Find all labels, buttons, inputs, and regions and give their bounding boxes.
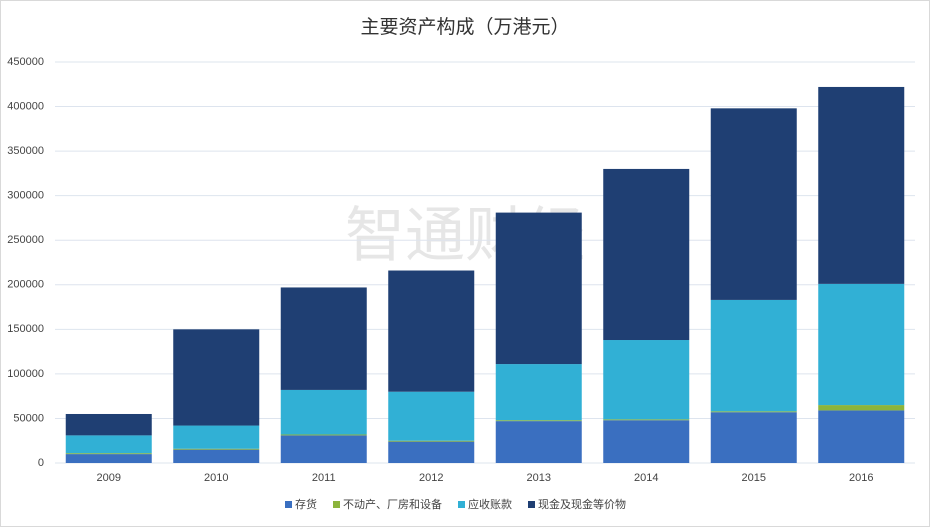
- bar-segment: [710, 299, 797, 412]
- bar-segment: [710, 412, 797, 463]
- bar-segment: [603, 168, 690, 341]
- y-tick-label: 350000: [7, 145, 44, 157]
- chart-title: 主要资产构成（万港元）: [360, 16, 569, 38]
- bar-segment: [173, 425, 260, 449]
- x-tick-label: 2015: [742, 472, 766, 484]
- y-tick-label: 400000: [7, 100, 44, 112]
- bar-segment: [603, 419, 690, 421]
- bar-segment: [710, 411, 797, 413]
- x-tick-label: 2010: [204, 472, 228, 484]
- bar-segment: [65, 435, 152, 454]
- bar-segment: [388, 440, 475, 442]
- y-tick-label: 100000: [7, 368, 44, 380]
- bar-segment: [603, 340, 690, 420]
- bar-segment: [710, 108, 797, 300]
- x-tick-label: 2012: [419, 472, 443, 484]
- x-tick-label: 2016: [849, 472, 873, 484]
- bar-segment: [818, 410, 905, 463]
- bar-segment: [818, 86, 905, 284]
- y-tick-label: 150000: [7, 323, 44, 335]
- bar-segment: [173, 329, 260, 426]
- legend-swatch: [333, 501, 340, 508]
- legend-swatch: [458, 501, 465, 508]
- legend-label: 存货: [295, 497, 317, 511]
- bar-segment: [388, 441, 475, 463]
- bar-segment: [280, 389, 367, 435]
- legend-label: 现金及现金等价物: [538, 497, 626, 511]
- bar-segment: [495, 212, 582, 365]
- bar-segment: [173, 448, 260, 450]
- bar-segment: [388, 270, 475, 392]
- bar-segment: [65, 453, 152, 455]
- y-tick-label: 0: [38, 457, 44, 469]
- bar-segment: [495, 420, 582, 422]
- bar-segment: [818, 283, 905, 406]
- bar-segment: [495, 364, 582, 421]
- bar-segment: [603, 420, 690, 463]
- legend-label: 应收账款: [468, 497, 512, 511]
- bar-segment: [495, 421, 582, 463]
- y-tick-label: 300000: [7, 190, 44, 202]
- bar-segment: [280, 287, 367, 390]
- bar-segment: [280, 435, 367, 463]
- x-tick-label: 2011: [312, 472, 336, 484]
- legend-label: 不动产、厂房和设备: [343, 497, 442, 511]
- x-tick-label: 2009: [97, 472, 121, 484]
- bar-segment: [173, 449, 260, 463]
- y-tick-label: 250000: [7, 234, 44, 246]
- y-tick-label: 450000: [7, 56, 44, 68]
- y-tick-label: 200000: [7, 279, 44, 291]
- bar-segment: [280, 434, 367, 436]
- legend-swatch: [528, 501, 535, 508]
- x-tick-label: 2014: [634, 472, 658, 484]
- x-tick-label: 2013: [527, 472, 551, 484]
- y-tick-label: 50000: [13, 412, 44, 424]
- bar-segment: [818, 405, 905, 411]
- bar-segment: [65, 454, 152, 463]
- bar-segment: [388, 391, 475, 441]
- legend-swatch: [285, 501, 292, 508]
- bar-segment: [65, 413, 152, 436]
